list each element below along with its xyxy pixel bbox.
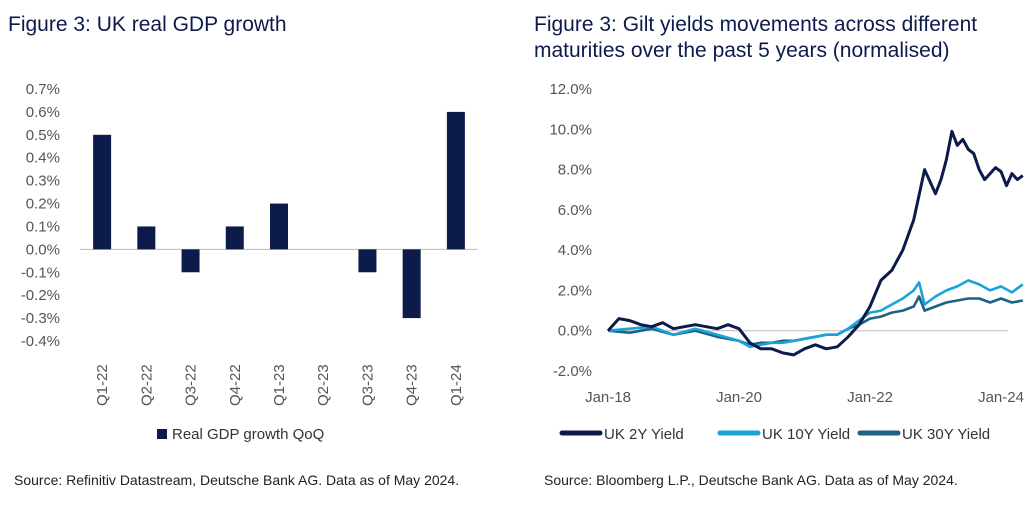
- bar: [358, 249, 377, 273]
- bar: [181, 249, 200, 273]
- x-tick-label: Q3-22: [183, 364, 200, 406]
- y-tick-label: -0.4%: [21, 333, 60, 350]
- y-tick-label: 0.1%: [26, 218, 60, 235]
- y-tick-label: 0.4%: [26, 150, 60, 167]
- y-tick-label: 0.2%: [26, 196, 60, 213]
- y-tick-label: 8.0%: [558, 162, 592, 179]
- legend-label: UK 2Y Yield: [604, 426, 684, 443]
- x-tick-label: Q4-22: [227, 364, 244, 406]
- x-tick-label: Q3-23: [359, 364, 376, 406]
- gilt-source-note: Source: Bloomberg L.P., Deutsche Bank AG…: [544, 472, 958, 488]
- x-tick-label: Jan-18: [585, 389, 631, 406]
- y-tick-label: -0.3%: [21, 310, 60, 327]
- y-tick-label: 0.7%: [26, 81, 60, 98]
- x-tick-label: Q1-24: [448, 364, 465, 406]
- bar: [402, 249, 421, 319]
- x-tick-label: Jan-22: [847, 389, 893, 406]
- y-tick-label: -0.2%: [21, 287, 60, 304]
- gilt-line-chart: 12.0% 10.0% 8.0% 6.0% 4.0% 2.0% 0.0% -2.0% Jan-1…: [549, 81, 1024, 443]
- bar: [93, 134, 112, 250]
- legend-label: Real GDP growth QoQ: [172, 426, 324, 443]
- x-tick-label: Q2-22: [138, 364, 155, 406]
- y-tick-label: -2.0%: [553, 363, 592, 380]
- y-tick-label: 0.3%: [26, 173, 60, 190]
- series-line: [606, 129, 1024, 357]
- y-tick-label: 6.0%: [558, 202, 592, 219]
- y-tick-label: 2.0%: [558, 282, 592, 299]
- y-tick-label: 10.0%: [549, 121, 592, 138]
- y-tick-label: 0.6%: [26, 104, 60, 121]
- x-tick-label: Jan-20: [716, 389, 762, 406]
- x-tick-label: Jan-24: [978, 389, 1024, 406]
- legend-swatch: [157, 429, 167, 439]
- bar: [270, 203, 288, 250]
- x-tick-label: Q4-23: [404, 364, 421, 406]
- bar: [225, 226, 244, 250]
- y-tick-label: 0.0%: [558, 323, 592, 340]
- x-tick-label: Q1-22: [94, 364, 111, 406]
- y-tick-label: 4.0%: [558, 242, 592, 259]
- x-tick-label: Q1-23: [271, 364, 288, 406]
- gdp-chart-title: Figure 3: UK real GDP growth: [8, 13, 287, 36]
- y-tick-label: 12.0%: [549, 81, 592, 98]
- gdp-bar-chart: 0.7% 0.6% 0.5% 0.4% 0.3% 0.2% 0.1% 0.0% -0.1% -0.…: [21, 81, 478, 443]
- bar: [446, 111, 465, 250]
- legend-label: UK 30Y Yield: [902, 426, 990, 443]
- bar: [137, 226, 156, 250]
- gdp-source-note: Source: Refinitiv Datastream, Deutsche B…: [14, 472, 460, 488]
- x-tick-label: Q2-23: [315, 364, 332, 406]
- gilt-chart-title: Figure 3: Gilt yields movements across d…: [534, 13, 978, 62]
- legend-label: UK 10Y Yield: [762, 426, 850, 443]
- series-line: [607, 279, 1024, 349]
- y-tick-label: 0.0%: [26, 241, 60, 258]
- y-tick-label: 0.5%: [26, 127, 60, 144]
- y-tick-label: -0.1%: [21, 264, 60, 281]
